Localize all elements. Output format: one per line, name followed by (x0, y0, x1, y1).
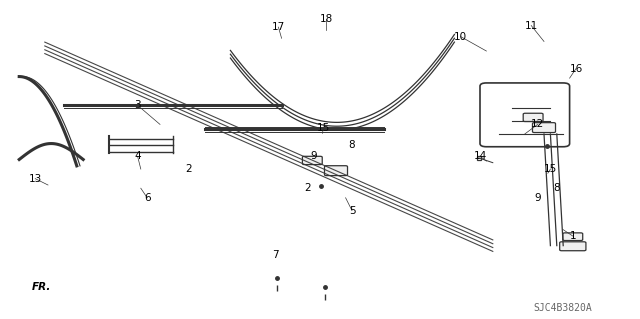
Text: 17: 17 (272, 22, 285, 32)
Text: 18: 18 (320, 14, 333, 24)
Text: 13: 13 (29, 174, 42, 184)
Text: 15: 15 (544, 164, 557, 174)
FancyBboxPatch shape (560, 242, 586, 251)
Text: 7: 7 (272, 250, 278, 260)
Text: 14: 14 (474, 151, 486, 161)
Text: 3: 3 (134, 100, 141, 110)
Text: FR.: FR. (32, 282, 51, 292)
Text: 10: 10 (454, 32, 467, 42)
Text: 9: 9 (534, 193, 541, 203)
Text: 5: 5 (349, 205, 355, 216)
Text: 11: 11 (525, 20, 538, 31)
FancyBboxPatch shape (532, 122, 556, 133)
Text: 8: 8 (349, 140, 355, 150)
Text: 12: 12 (531, 119, 544, 130)
FancyBboxPatch shape (480, 83, 570, 147)
Text: 8: 8 (554, 183, 560, 193)
Text: 6: 6 (144, 193, 150, 203)
Text: 2: 2 (186, 164, 192, 174)
FancyBboxPatch shape (524, 113, 543, 122)
FancyBboxPatch shape (324, 166, 348, 175)
Text: 1: 1 (570, 231, 576, 241)
Text: 16: 16 (570, 63, 582, 74)
Text: 2: 2 (304, 183, 310, 193)
Text: 4: 4 (134, 151, 141, 161)
Text: 15: 15 (317, 122, 330, 133)
Text: 9: 9 (310, 151, 317, 161)
Text: SJC4B3820A: SJC4B3820A (534, 303, 593, 313)
FancyBboxPatch shape (302, 156, 322, 165)
FancyBboxPatch shape (563, 233, 583, 241)
